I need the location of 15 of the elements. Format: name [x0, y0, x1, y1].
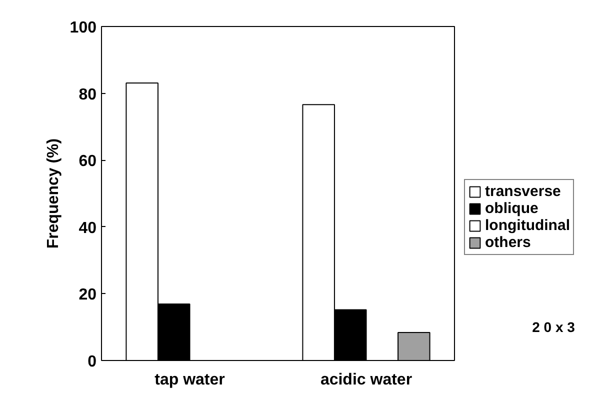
text: 2 0 x 3	[532, 319, 576, 336]
bar	[398, 332, 430, 360]
legend-label: longitudinal	[485, 217, 570, 234]
x-tick-label: acidic water	[320, 372, 412, 388]
legend-label: transverse	[485, 183, 561, 200]
legend-label: oblique	[485, 200, 538, 217]
y-tick-label: 0	[88, 354, 97, 370]
y-axis-title: Frequency (%)	[44, 138, 62, 249]
y-tick-label: 60	[78, 153, 97, 170]
x-tick-label: tap water	[154, 372, 225, 388]
y-tick-label: 20	[78, 286, 97, 304]
y-tick-label: 100	[70, 20, 97, 36]
y-tick-label: 80	[78, 86, 97, 104]
y-tick-label: 40	[78, 220, 97, 237]
legend-label: others	[485, 234, 531, 251]
